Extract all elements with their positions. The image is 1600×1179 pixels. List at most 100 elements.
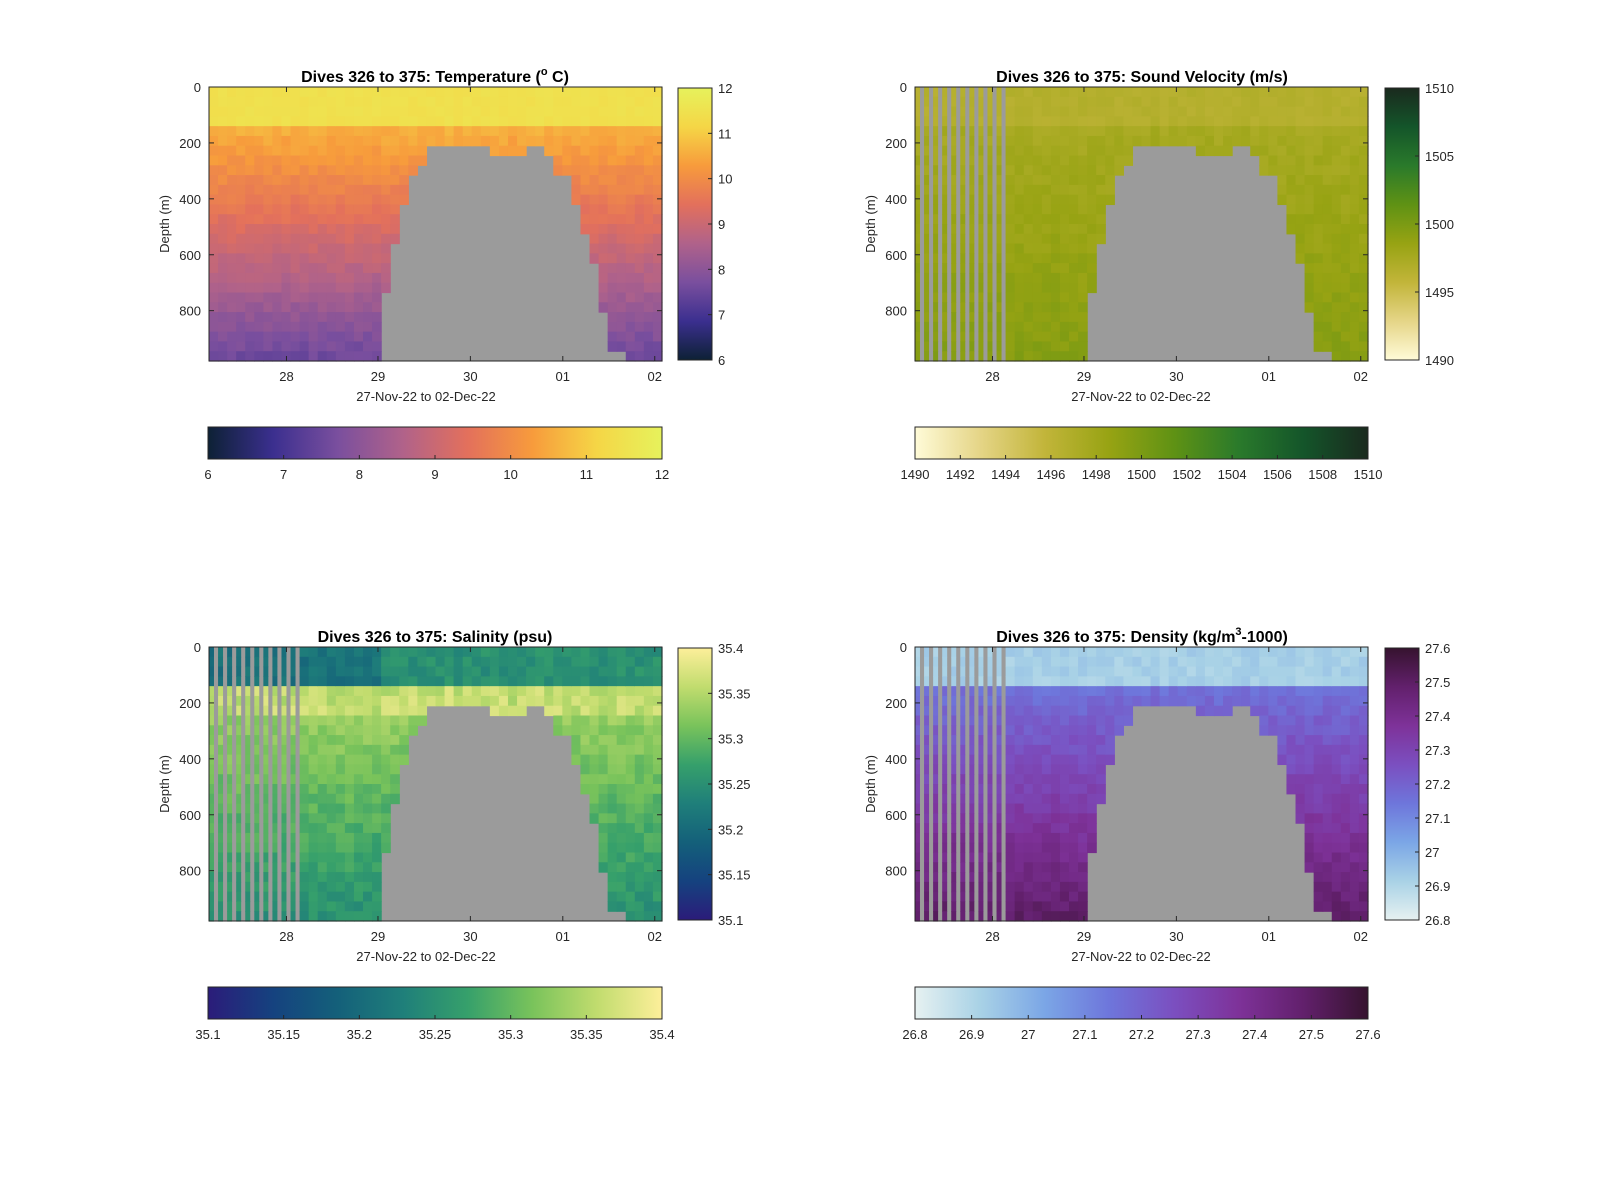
- x-tick-label: 30: [1169, 369, 1183, 384]
- colorbar-tick-label: 35.25: [718, 777, 751, 792]
- colorbar-tick-label: 10: [503, 467, 517, 482]
- colorbar-tick-label: 11: [580, 467, 594, 482]
- heatmap-plot: 0 200 400 600 800 28 29 30 01 02: [179, 80, 663, 384]
- colorbar-tick-label: 1494: [991, 467, 1020, 482]
- colorbar-tick-label: 35.1: [195, 1027, 220, 1042]
- colorbar-tick-label: 35.4: [718, 641, 743, 656]
- y-tick-label: 200: [885, 696, 907, 711]
- x-tick-label: 01: [1262, 929, 1276, 944]
- colorbar-tick-label: 1510: [1354, 467, 1383, 482]
- colorbar-horizontal: 1490 1492 1494 1496 1498 1500 1502 1504 1506 1508…: [901, 426, 1383, 482]
- colorbar-horizontal: 26.8 26.9 27 27.1 27.2 27.3 27.4 27.5 27.6: [902, 986, 1381, 1042]
- colorbar-tick-label: 35.35: [570, 1027, 603, 1042]
- panel-temperature: Dives 326 to 375: Temperature (o C) 02 0 0…: [157, 66, 732, 482]
- colorbar-tick-label: 35.1: [718, 913, 743, 928]
- colorbar-tick-label: 27.3: [1425, 743, 1450, 758]
- colorbar-tick-label: 26.9: [1425, 879, 1450, 894]
- panel-title: Dives 326 to 375: Temperature (o C): [301, 66, 569, 86]
- panel-title: Dives 326 to 375: Salinity (psu): [318, 629, 553, 646]
- colorbar-tick-label: 27.3: [1185, 1027, 1210, 1042]
- colorbar-tick-label: 27.6: [1425, 641, 1450, 656]
- colorbar-tick-label: 12: [655, 467, 669, 482]
- x-tick-label: 29: [371, 929, 385, 944]
- y-axis-label: Depth (m): [157, 195, 172, 253]
- colorbar-tick-label: 27.4: [1242, 1027, 1267, 1042]
- x-tick-label: 30: [463, 369, 477, 384]
- y-tick-label: 400: [885, 752, 907, 767]
- x-tick-label: 28: [279, 929, 293, 944]
- y-tick-label: 400: [179, 752, 201, 767]
- colorbar-tick-label: 6: [718, 353, 725, 368]
- y-tick-label: 800: [885, 864, 907, 879]
- x-axis-label: 27-Nov-22 to 02-Dec-22: [1071, 389, 1210, 404]
- colorbar-tick-label: 27.2: [1129, 1027, 1154, 1042]
- colorbar-tick-label: 8: [356, 467, 363, 482]
- y-tick-label: 600: [179, 808, 201, 823]
- y-tick-label: 800: [885, 304, 907, 319]
- colorbar-horizontal: 35.1 35.15 35.2 35.25 35.3 35.35 35.4: [195, 986, 675, 1042]
- x-axis-label: 27-Nov-22 to 02-Dec-22: [356, 389, 495, 404]
- x-tick-label: 28: [279, 369, 293, 384]
- colorbar-tick-label: 35.4: [649, 1027, 674, 1042]
- colorbar-tick-label: 1510: [1425, 81, 1454, 96]
- colorbar-tick-label: 27.5: [1299, 1027, 1324, 1042]
- y-tick-label: 800: [179, 304, 201, 319]
- colorbar-tick-label: 1502: [1172, 467, 1201, 482]
- colorbar-tick-label: 27: [1021, 1027, 1035, 1042]
- x-tick-label: 02: [648, 929, 662, 944]
- colorbar-tick-label: 27.5: [1425, 675, 1450, 690]
- y-tick-label: 0: [194, 80, 201, 95]
- colorbar-tick-label: 1506: [1263, 467, 1292, 482]
- colorbar-tick-label: 12: [718, 81, 732, 96]
- colorbar-tick-label: 1495: [1425, 285, 1454, 300]
- y-tick-label: 800: [179, 864, 201, 879]
- panel-sound-velocity: Dives 326 to 375: Sound Velocity (m/s) 0…: [863, 69, 1454, 482]
- colorbar-tick-label: 7: [280, 467, 287, 482]
- x-tick-label: 01: [556, 369, 570, 384]
- y-axis-label: Depth (m): [863, 755, 878, 813]
- colorbar-tick-label: 1508: [1308, 467, 1337, 482]
- panel-density: Dives 326 to 375: Density (kg/m3-1000) 0…: [863, 626, 1450, 1042]
- colorbar-tick-label: 1496: [1036, 467, 1065, 482]
- colorbar-tick-label: 10: [718, 172, 732, 187]
- y-tick-label: 600: [885, 248, 907, 263]
- colorbar-tick-label: 35.15: [718, 868, 751, 883]
- x-tick-label: 30: [463, 929, 477, 944]
- x-tick-label: 29: [1077, 369, 1091, 384]
- y-axis-label: Depth (m): [157, 755, 172, 813]
- colorbar-tick-label: 27.1: [1425, 811, 1450, 826]
- y-tick-label: 400: [179, 192, 201, 207]
- colorbar-tick-label: 7: [718, 308, 725, 323]
- x-tick-label: 02: [1354, 929, 1368, 944]
- colorbar-tick-label: 27.6: [1355, 1027, 1380, 1042]
- y-tick-label: 0: [194, 640, 201, 655]
- colorbar-tick-label: 27.4: [1425, 709, 1450, 724]
- colorbar-tick-label: 27.1: [1072, 1027, 1097, 1042]
- x-tick-label: 01: [1262, 369, 1276, 384]
- colorbar-tick-label: 27.2: [1425, 777, 1450, 792]
- x-tick-label: 28: [985, 369, 999, 384]
- y-tick-label: 600: [885, 808, 907, 823]
- heatmap-plot: 0 200 400 600 800 28 29 30 01 02: [885, 640, 1369, 944]
- colorbar-tick-label: 1500: [1127, 467, 1156, 482]
- colorbar-vertical: 35.4 35.35 35.3 35.25 35.2 35.15 35.1: [677, 641, 751, 928]
- colorbar-tick-label: 35.3: [498, 1027, 523, 1042]
- x-tick-label: 01: [556, 929, 570, 944]
- colorbar-tick-label: 35.25: [419, 1027, 452, 1042]
- colorbar-tick-label: 26.8: [1425, 913, 1450, 928]
- x-tick-label: 02: [648, 369, 662, 384]
- y-tick-label: 200: [885, 136, 907, 151]
- y-tick-label: 200: [179, 696, 201, 711]
- colorbar-tick-label: 1500: [1425, 217, 1454, 232]
- x-axis-label: 27-Nov-22 to 02-Dec-22: [356, 949, 495, 964]
- colorbar-tick-label: 6: [204, 467, 211, 482]
- y-tick-label: 600: [179, 248, 201, 263]
- x-tick-label: 28: [985, 929, 999, 944]
- colorbar-tick-label: 35.15: [267, 1027, 300, 1042]
- colorbar-tick-label: 1490: [1425, 353, 1454, 368]
- colorbar-tick-label: 35.2: [347, 1027, 372, 1042]
- colorbar-tick-label: 35.2: [718, 822, 743, 837]
- colorbar-vertical: 12 11 10 9 8 7 6: [677, 81, 732, 368]
- panel-salinity: Dives 326 to 375: Salinity (psu) 0 200 400…: [157, 629, 751, 1042]
